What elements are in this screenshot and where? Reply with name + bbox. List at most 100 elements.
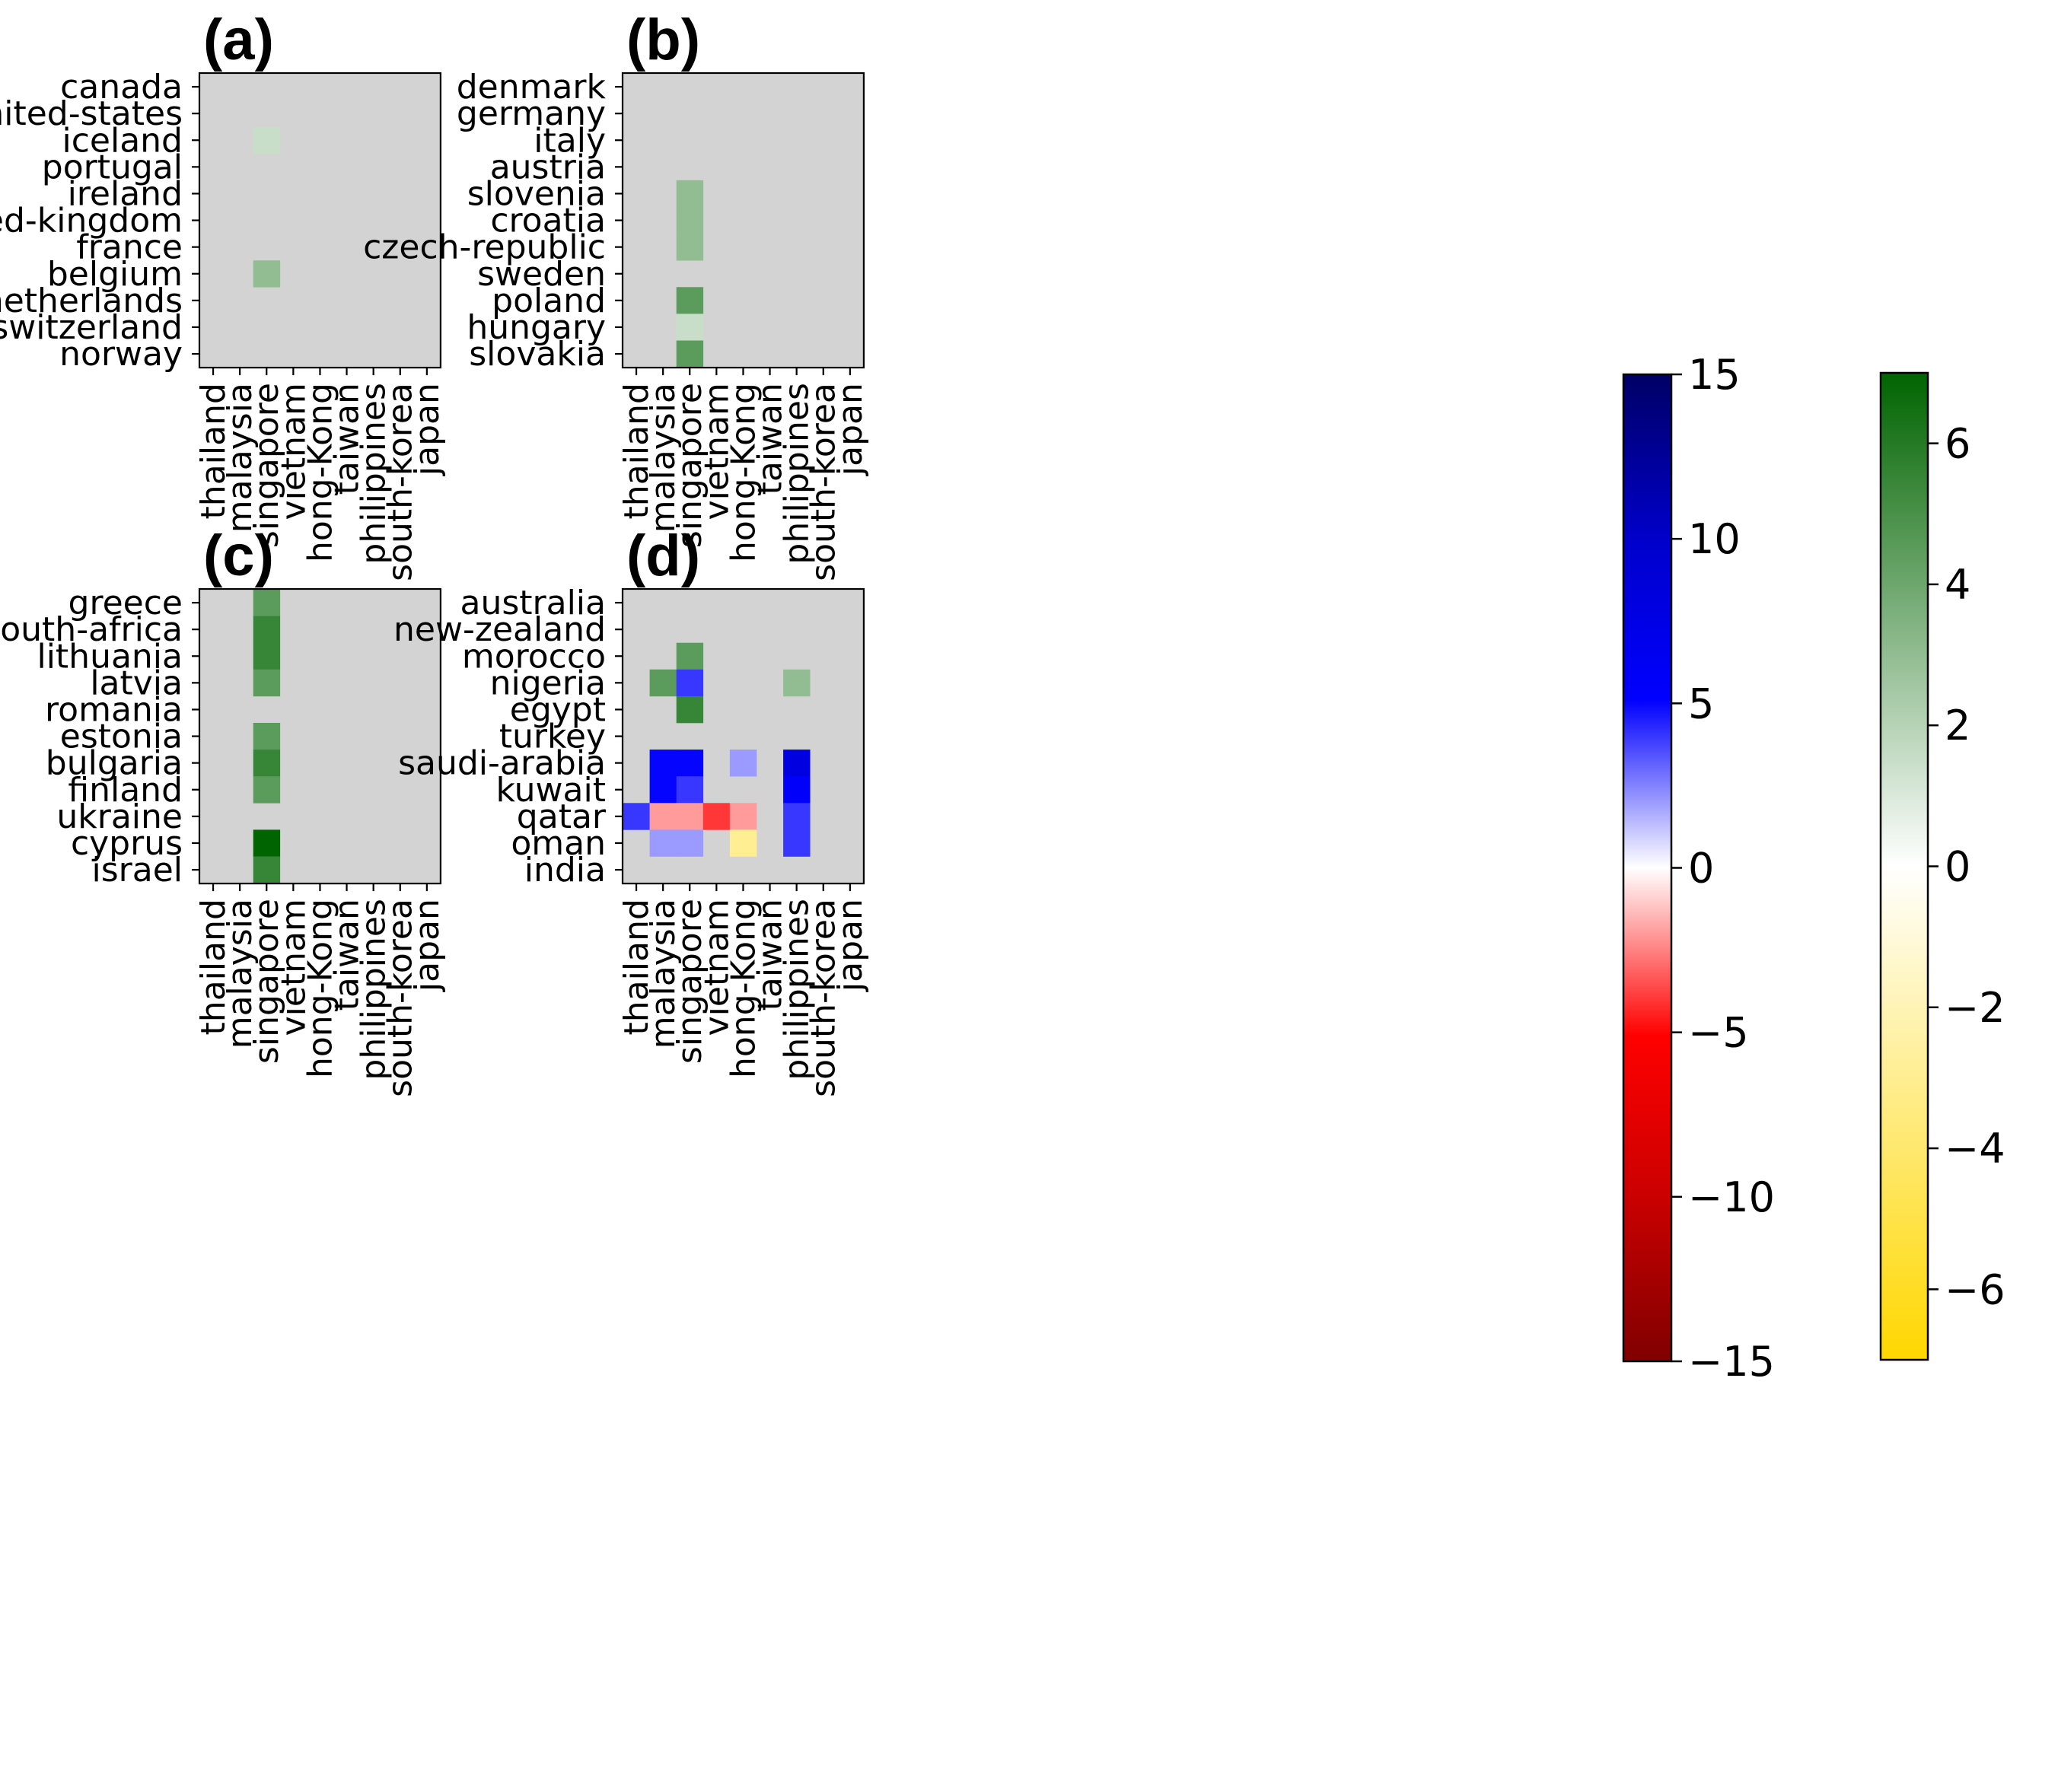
heatmap-panel-c: (c) greecesouth-africalithuanialatviaroma…	[0, 524, 447, 1097]
heatmap-cell-oman-philippines	[783, 829, 811, 857]
heatmap-cell-nigeria-philippines	[783, 669, 811, 697]
colorbar-tick-label: 10	[1688, 515, 1741, 563]
y-tick-label: iceland	[62, 121, 183, 160]
heatmap-cell-qatar-vietnam	[702, 803, 731, 830]
heatmap-cell-slovakia-singapore	[676, 340, 704, 368]
heatmap-cell-czech-republic-singapore	[676, 234, 704, 261]
heatmap-panels: (a) canadaunited-statesicelandportugalire…	[0, 8, 870, 1097]
y-tick-label: india	[524, 851, 606, 890]
y-tick-label: denmark	[457, 68, 607, 107]
x-tick-label: hong-Kong	[724, 383, 763, 562]
x-tick-label: malaysia	[644, 383, 683, 533]
y-tick-label: morocco	[462, 637, 606, 676]
heatmap-cell-morocco-singapore	[676, 642, 704, 670]
heatmap-cell-bulgaria-singapore	[253, 750, 281, 777]
colorbar-tick-label: 0	[1945, 843, 1970, 891]
x-tick-label: south-korea	[804, 899, 843, 1097]
heatmap-cell-slovenia-singapore	[676, 180, 704, 208]
heatmap-cell-qatar-hong-Kong	[729, 803, 757, 830]
y-tick-label: lithuania	[37, 637, 183, 676]
x-tick-label: vietnam	[274, 383, 313, 520]
y-tick-label: south-africa	[0, 610, 183, 649]
y-tick-label: slovakia	[469, 335, 606, 374]
heatmap-panel-d: (d) australianew-zealandmorocconigeriaegy…	[393, 524, 870, 1097]
heatmap-cell-kuwait-philippines	[783, 776, 811, 804]
colorbar-tick-label: 4	[1945, 561, 1970, 609]
heatmap-panel-a: (a) canadaunited-statesicelandportugalire…	[0, 8, 447, 581]
y-tick-label: croatia	[490, 202, 606, 240]
panel-title: (b)	[626, 8, 700, 72]
y-tick-label: switzerland	[0, 308, 183, 347]
colorbar-tick-label: −5	[1688, 1009, 1749, 1057]
x-tick-label: south-korea	[381, 383, 420, 581]
y-tick-label: sweden	[477, 255, 606, 294]
y-tick-label: new-zealand	[393, 610, 606, 649]
x-tick-label: thailand	[617, 899, 656, 1035]
x-tick-label: philippines	[778, 899, 817, 1080]
heatmap-cell-qatar-malaysia	[649, 803, 677, 830]
y-tick-label: united-states	[0, 94, 183, 133]
y-tick-label: czech-republic	[363, 228, 606, 267]
x-tick-label: japan	[831, 899, 870, 992]
y-tick-label: australia	[460, 584, 607, 622]
x-tick-label: malaysia	[644, 899, 683, 1049]
y-tick-label: netherlands	[0, 282, 183, 320]
heatmap-cell-nigeria-malaysia	[649, 669, 677, 697]
heatmap-cell-nigeria-singapore	[676, 669, 704, 697]
y-tick-label: hungary	[467, 308, 606, 347]
y-tick-label: germany	[457, 94, 606, 133]
heatmap-cell-south-africa-singapore	[253, 616, 281, 643]
colorbar-tick-label: −15	[1688, 1338, 1775, 1386]
colorbar-blue-red: 15 10 5 0 −5 −10 −15	[1622, 351, 1775, 1386]
colorbar-tick-label: 15	[1688, 351, 1741, 399]
heatmap-cell-oman-hong-Kong	[729, 829, 757, 857]
y-tick-label: estonia	[60, 718, 183, 756]
panel-title: (d)	[626, 524, 700, 588]
heatmap-cell-iceland-singapore	[253, 126, 281, 154]
y-tick-label: ireland	[68, 174, 183, 213]
x-tick-label: vietnam	[697, 383, 736, 520]
x-tick-label: taiwan	[328, 383, 367, 495]
heatmap-cell-israel-singapore	[253, 856, 281, 883]
y-tick-label: israel	[92, 851, 183, 890]
heatmap-cell-saudi-arabia-hong-Kong	[729, 750, 757, 777]
heatmap-cell-kuwait-malaysia	[649, 776, 677, 804]
y-tick-label: italy	[534, 121, 606, 160]
y-tick-label: kuwait	[496, 771, 606, 810]
heatmap-panel-b: (b) denmarkgermanyitalyaustriasloveniacro…	[363, 8, 870, 581]
colorbar-tick-label: 0	[1688, 845, 1714, 893]
x-tick-label: japan	[408, 899, 447, 992]
heatmap-background	[199, 589, 441, 884]
colorbar-gradient	[1881, 373, 1928, 1360]
x-tick-label: japan	[831, 383, 870, 476]
x-tick-label: singapore	[671, 383, 709, 548]
heatmap-cell-qatar-singapore	[676, 803, 704, 830]
x-tick-label: malaysia	[221, 383, 260, 533]
y-tick-label: greece	[68, 584, 183, 622]
heatmap-background	[199, 73, 441, 368]
y-tick-label: portugal	[42, 148, 183, 186]
x-tick-label: vietnam	[697, 899, 736, 1036]
y-tick-label: slovenia	[467, 174, 606, 213]
panel-title: (a)	[203, 8, 274, 72]
x-tick-label: japan	[408, 383, 447, 476]
y-tick-label: united-kingdom	[0, 202, 183, 240]
x-tick-label: singapore	[247, 383, 286, 548]
x-tick-label: thailand	[194, 899, 233, 1035]
heatmap-background	[623, 73, 864, 368]
x-tick-label: hong-Kong	[301, 383, 339, 562]
heatmap-cell-oman-singapore	[676, 829, 704, 857]
x-tick-label: singapore	[671, 899, 709, 1064]
x-tick-label: hong-Kong	[724, 899, 763, 1078]
heatmap-cell-finland-singapore	[253, 776, 281, 804]
x-tick-label: vietnam	[274, 899, 313, 1036]
heatmap-cell-saudi-arabia-malaysia	[649, 750, 677, 777]
y-tick-label: bulgaria	[46, 744, 183, 783]
heatmap-cell-kuwait-singapore	[676, 776, 704, 804]
y-tick-label: saudi-arabia	[398, 744, 606, 783]
colorbar-tick-label: −4	[1945, 1125, 2005, 1173]
heatmap-cell-greece-singapore	[253, 589, 281, 616]
x-tick-label: south-korea	[381, 899, 420, 1097]
y-tick-label: norway	[59, 335, 183, 374]
